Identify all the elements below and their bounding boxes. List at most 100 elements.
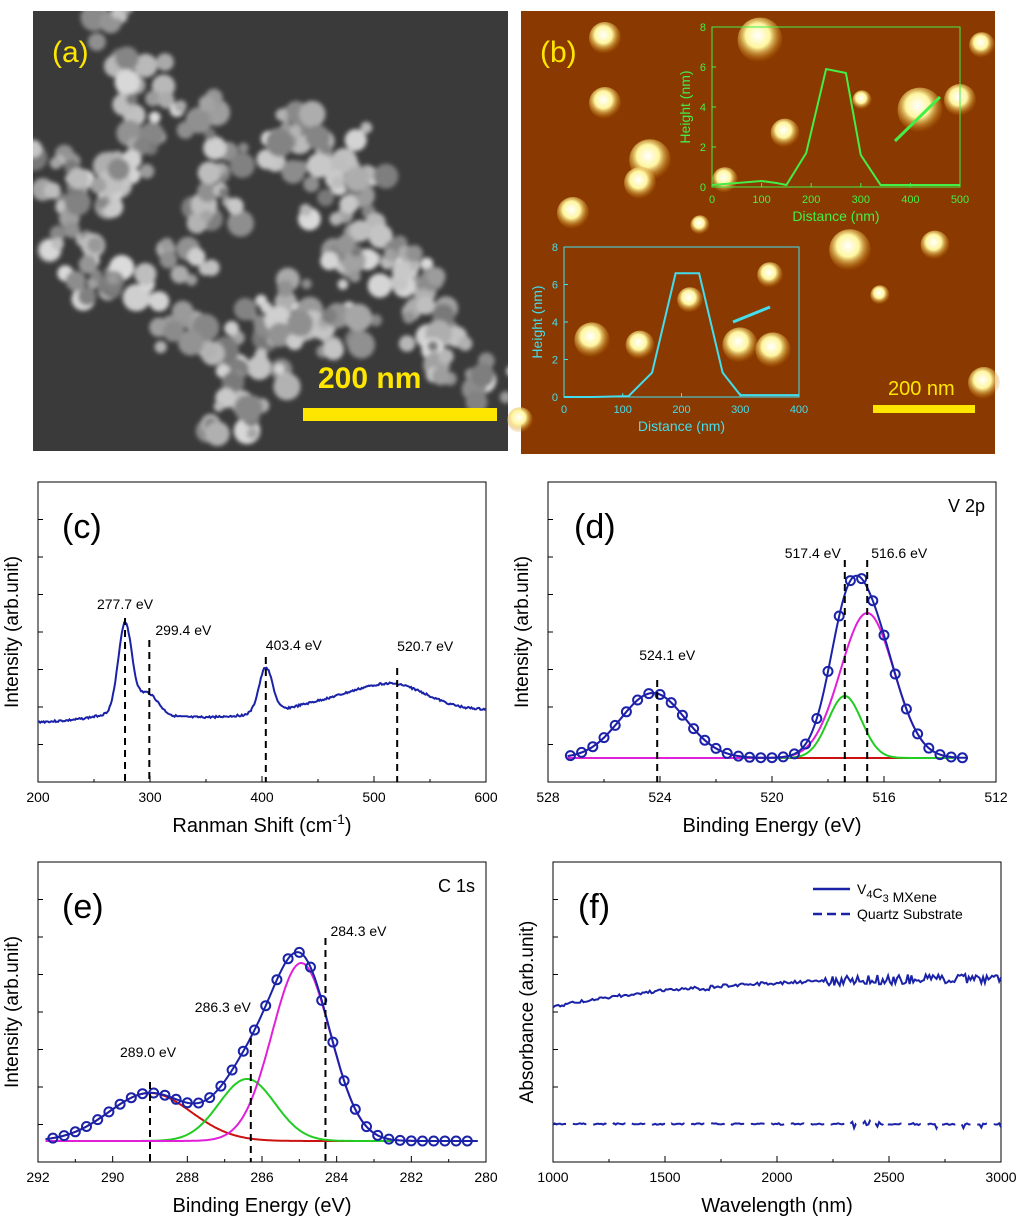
data-point: [417, 1135, 428, 1147]
data-point: [260, 1000, 272, 1012]
afm-particle: [737, 17, 783, 63]
data-point: [609, 719, 621, 731]
afm-particle: [897, 87, 943, 133]
data-point: [249, 1024, 260, 1036]
data-point: [788, 748, 800, 760]
data-point: [688, 723, 700, 735]
data-point: [114, 1098, 126, 1110]
inset-y-tick-label: 2: [552, 355, 558, 367]
data-point: [170, 1093, 182, 1105]
data-point: [394, 1134, 406, 1146]
data-point: [587, 741, 599, 753]
inset-x-tick-label: 300: [731, 404, 749, 416]
inset-x-axis-label: Distance (nm): [792, 208, 879, 224]
data-point: [338, 1075, 350, 1087]
data-point: [867, 595, 879, 607]
x-tick-label: 516: [872, 789, 896, 805]
data-point: [327, 1036, 339, 1048]
panel-e-label: (e): [62, 888, 104, 926]
x-axis-label: Binding Energy (eV): [173, 1195, 352, 1217]
data-point: [215, 1080, 227, 1092]
data-point: [654, 689, 666, 700]
inset-y-tick-label: 8: [700, 22, 706, 34]
sem-flake-cluster: [33, 11, 508, 447]
inset-x-tick-label: 300: [852, 194, 870, 206]
x-tick-label: 1500: [649, 1169, 680, 1185]
afm-particle: [677, 287, 703, 313]
afm-particle: [589, 22, 621, 54]
afm-particle: [624, 167, 656, 199]
data-point: [405, 1135, 417, 1147]
data-point: [833, 610, 845, 622]
x-tick-label: 400: [250, 789, 274, 805]
afm-particle: [968, 367, 1000, 399]
x-tick-label: 600: [474, 789, 498, 805]
x-tick-label: 1000: [537, 1169, 568, 1185]
peak-label: 299.4 eV: [155, 622, 212, 638]
x-tick-label: 3000: [985, 1169, 1016, 1185]
afm-scale-bar: [873, 405, 975, 413]
inset-x-tick-label: 100: [614, 404, 632, 416]
y-axis-label: Intensity (arb.unit): [2, 936, 23, 1088]
plot-frame: [37, 481, 487, 783]
core-level-tag: C 1s: [438, 876, 475, 896]
data-point: [744, 751, 756, 763]
profile-line-green: [893, 95, 942, 143]
data-point: [137, 1088, 148, 1100]
x-tick-label: 292: [26, 1169, 50, 1185]
x-tick-label: 288: [176, 1169, 200, 1185]
data-point: [732, 750, 744, 762]
data-point: [193, 1097, 204, 1109]
peak-label: 286.3 eV: [195, 999, 252, 1015]
data-point: [632, 694, 644, 706]
data-point: [889, 668, 901, 680]
data-point: [710, 742, 722, 754]
x-tick-label: 286: [250, 1169, 274, 1185]
fit-peak-516-6: [771, 611, 955, 759]
data-point: [81, 1121, 92, 1132]
afm-particle: [690, 215, 710, 235]
data-point: [237, 1045, 249, 1057]
x-axis-label: Wavelength (nm): [701, 1195, 853, 1217]
data-point: [665, 697, 677, 709]
inset-x-tick-label: 500: [951, 194, 969, 206]
inset-x-tick-label: 100: [752, 194, 770, 206]
data-point: [766, 752, 778, 764]
inset-x-axis-label: Distance (nm): [638, 418, 725, 434]
data-point: [383, 1133, 395, 1145]
data-point: [699, 734, 711, 746]
x-tick-label: 280: [474, 1169, 498, 1185]
inset-x-tick-label: 0: [561, 404, 567, 416]
panel-b-label: (b): [540, 36, 577, 69]
scale-bar: [303, 408, 497, 421]
inset-profile-line: [711, 67, 960, 187]
x-tick-label: 284: [325, 1169, 349, 1185]
afm-inset-cyan: 0 100 200 300 400 0 2 4 6 8 Distance (nm) Height (n…: [529, 242, 808, 434]
peak-label: 516.6 eV: [871, 545, 928, 561]
data-point: [58, 1130, 70, 1142]
c1s-plot: 292 290 288 286 284 282 280 289.0 eV 286.3 eV 284…: [2, 861, 498, 1217]
afm-particle: [852, 90, 872, 110]
panel-d-label: (d): [574, 508, 616, 546]
peak-label: 277.7 eV: [97, 596, 154, 612]
inset-y-tick-label: 4: [700, 102, 706, 114]
inset-y-tick-label: 6: [552, 280, 558, 292]
data-point: [811, 713, 823, 724]
inset-y-tick-label: 6: [700, 62, 706, 74]
data-point: [103, 1106, 115, 1118]
sem-background: [33, 11, 508, 451]
afm-particle: [507, 407, 533, 433]
inset-x-tick-label: 400: [901, 194, 919, 206]
x-axis-label: Ranman Shift (cm-1): [172, 811, 351, 837]
envelope-fit-line: [567, 574, 968, 759]
data-point: [598, 732, 610, 744]
x-tick-label: 512: [984, 789, 1008, 805]
data-point: [204, 1092, 216, 1104]
data-point: [800, 738, 812, 750]
data-point: [181, 1097, 193, 1109]
afm-particle: [770, 118, 800, 148]
panel-f-label: (f): [578, 888, 610, 926]
